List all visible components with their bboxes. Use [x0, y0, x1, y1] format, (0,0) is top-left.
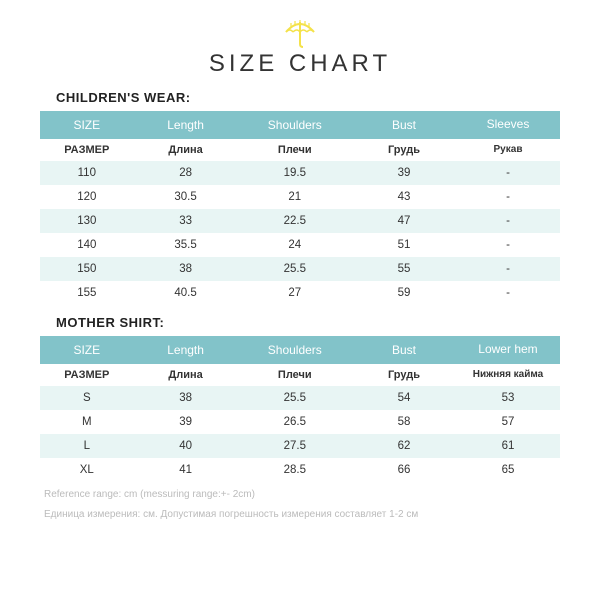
table-cell: 33	[134, 209, 238, 233]
subheader-cell: Плечи	[238, 139, 352, 161]
table-cell: -	[456, 185, 560, 209]
col-size: SIZE	[40, 111, 134, 139]
table-row: 15540.52759-	[40, 281, 560, 305]
table-row: 1303322.547-	[40, 209, 560, 233]
table-cell: 66	[352, 458, 456, 482]
col-bust: Bust	[352, 111, 456, 139]
table-subheader-row: РАЗМЕРДлинаПлечиГрудьРукав	[40, 139, 560, 161]
col-shoulders: Shoulders	[238, 336, 352, 364]
mother-size-table: SIZE Length Shoulders Bust Lower hem РАЗ…	[40, 336, 560, 482]
table-cell: 130	[40, 209, 134, 233]
table-cell: L	[40, 434, 134, 458]
table-row: L4027.56261	[40, 434, 560, 458]
children-section-label: CHILDREN'S WEAR:	[56, 90, 560, 105]
table-cell: 27.5	[238, 434, 352, 458]
page-title: SIZE CHART	[40, 50, 560, 78]
table-cell: 54	[352, 386, 456, 410]
table-row: 14035.52451-	[40, 233, 560, 257]
col-sleeves: Sleeves	[456, 111, 560, 139]
subheader-cell: Длина	[134, 139, 238, 161]
table-cell: 40	[134, 434, 238, 458]
table-cell: 55	[352, 257, 456, 281]
table-cell: 30.5	[134, 185, 238, 209]
footnote-ru: Единица измерения: см. Допустимая погреш…	[44, 508, 560, 522]
subheader-cell: Плечи	[238, 364, 352, 386]
table-header-row: SIZE Length Shoulders Bust Sleeves	[40, 111, 560, 139]
table-cell: S	[40, 386, 134, 410]
col-lowerhem: Lower hem	[456, 336, 560, 364]
table-cell: -	[456, 233, 560, 257]
subheader-cell: Грудь	[352, 364, 456, 386]
mother-section-label: MOTHER SHIRT:	[56, 315, 560, 330]
col-shoulders: Shoulders	[238, 111, 352, 139]
table-row: S3825.55453	[40, 386, 560, 410]
table-cell: M	[40, 410, 134, 434]
footnote-en: Reference range: cm (messuring range:+- …	[44, 488, 560, 502]
table-cell: 58	[352, 410, 456, 434]
table-cell: 25.5	[238, 386, 352, 410]
table-cell: 43	[352, 185, 456, 209]
table-cell: 51	[352, 233, 456, 257]
table-cell: 26.5	[238, 410, 352, 434]
table-cell: 155	[40, 281, 134, 305]
table-cell: 47	[352, 209, 456, 233]
subheader-cell: РАЗМЕР	[40, 139, 134, 161]
table-row: M3926.55857	[40, 410, 560, 434]
table-cell: 21	[238, 185, 352, 209]
table-cell: 28.5	[238, 458, 352, 482]
table-cell: 140	[40, 233, 134, 257]
table-cell: 24	[238, 233, 352, 257]
table-cell: 110	[40, 161, 134, 185]
table-cell: -	[456, 257, 560, 281]
table-cell: 65	[456, 458, 560, 482]
col-length: Length	[134, 111, 238, 139]
table-cell: -	[456, 161, 560, 185]
table-cell: 40.5	[134, 281, 238, 305]
table-cell: 62	[352, 434, 456, 458]
table-cell: 41	[134, 458, 238, 482]
table-row: 1102819.539-	[40, 161, 560, 185]
subheader-cell: Грудь	[352, 139, 456, 161]
table-cell: -	[456, 209, 560, 233]
table-cell: 27	[238, 281, 352, 305]
table-cell: 59	[352, 281, 456, 305]
subheader-cell: Длина	[134, 364, 238, 386]
table-cell: 39	[134, 410, 238, 434]
subheader-cell: Рукав	[456, 139, 560, 161]
children-size-table: SIZE Length Shoulders Bust Sleeves РАЗМЕ…	[40, 111, 560, 305]
subheader-cell: Нижняя кайма	[456, 364, 560, 386]
table-cell: 25.5	[238, 257, 352, 281]
table-header-row: SIZE Length Shoulders Bust Lower hem	[40, 336, 560, 364]
table-cell: 19.5	[238, 161, 352, 185]
table-cell: 28	[134, 161, 238, 185]
table-cell: 61	[456, 434, 560, 458]
table-row: 12030.52143-	[40, 185, 560, 209]
table-cell: 150	[40, 257, 134, 281]
table-cell: 53	[456, 386, 560, 410]
table-cell: XL	[40, 458, 134, 482]
table-cell: -	[456, 281, 560, 305]
table-cell: 39	[352, 161, 456, 185]
table-cell: 38	[134, 386, 238, 410]
table-cell: 22.5	[238, 209, 352, 233]
table-cell: 35.5	[134, 233, 238, 257]
table-row: XL4128.56665	[40, 458, 560, 482]
col-size: SIZE	[40, 336, 134, 364]
table-cell: 57	[456, 410, 560, 434]
table-row: 1503825.555-	[40, 257, 560, 281]
umbrella-logo-icon	[40, 18, 560, 48]
col-length: Length	[134, 336, 238, 364]
table-cell: 120	[40, 185, 134, 209]
col-bust: Bust	[352, 336, 456, 364]
table-subheader-row: РАЗМЕРДлинаПлечиГрудьНижняя кайма	[40, 364, 560, 386]
subheader-cell: РАЗМЕР	[40, 364, 134, 386]
table-cell: 38	[134, 257, 238, 281]
